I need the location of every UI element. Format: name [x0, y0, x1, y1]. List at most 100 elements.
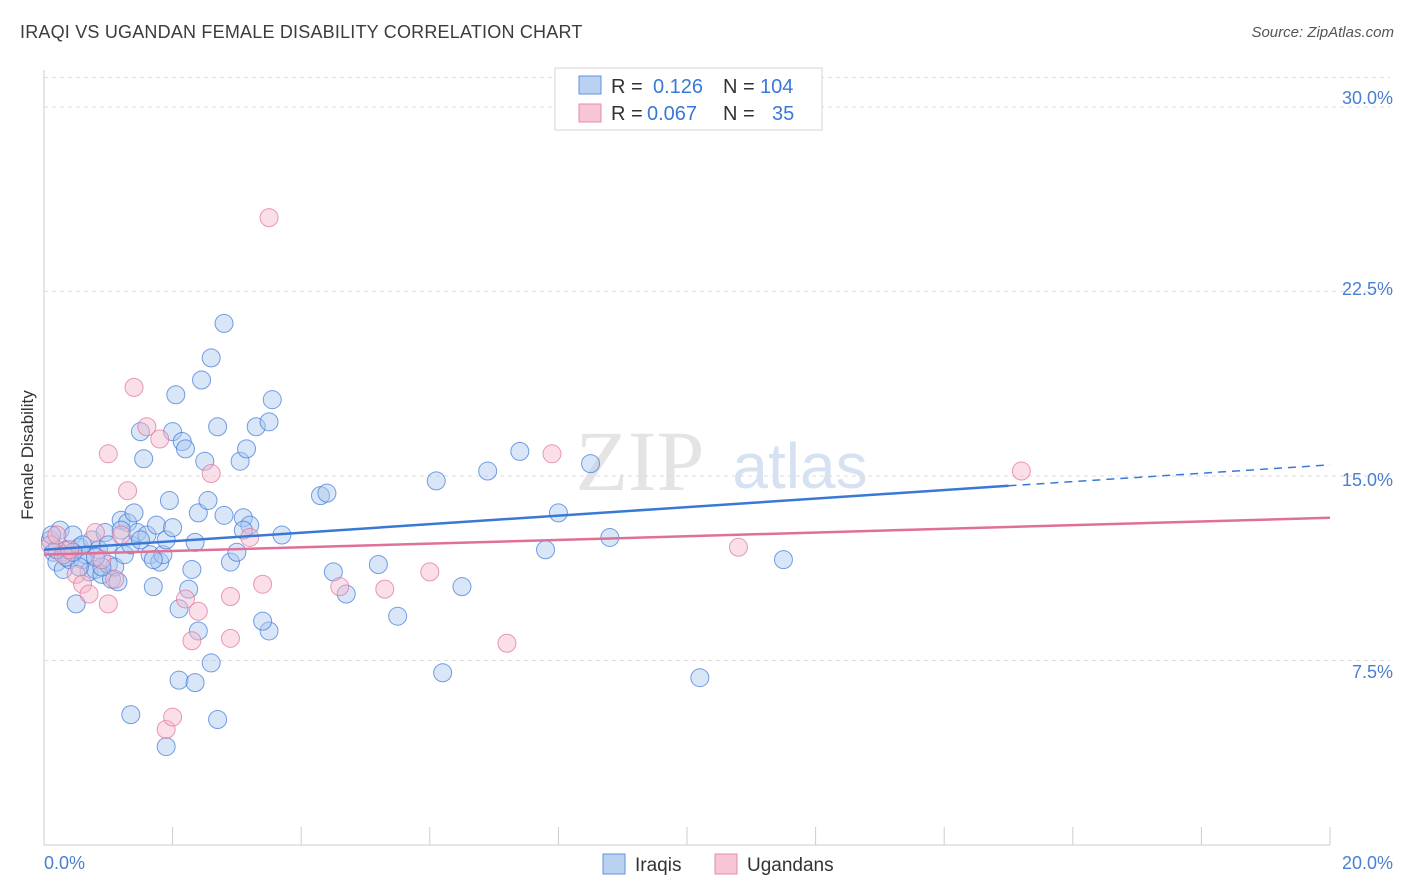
- ugandan-point-10: [105, 569, 125, 589]
- y-tick-label-7-5: 7.5%: [1352, 662, 1393, 682]
- ugandan-point-19: [188, 601, 208, 621]
- iraqi-point-21: [108, 572, 128, 592]
- ugandan-point-33: [1011, 461, 1031, 481]
- iraqi-point-47: [192, 370, 212, 390]
- ugandan-point-4: [66, 564, 86, 584]
- iraqi-point-55: [227, 542, 247, 562]
- chart-title: IRAQI VS UGANDAN FEMALE DISABILITY CORRE…: [20, 22, 583, 42]
- y-tick-label-22-5: 22.5%: [1342, 279, 1393, 299]
- iraqi-point-37: [159, 491, 179, 511]
- stats-legend: R = 0.126 N = 104 R = 0.067 N = 35: [554, 67, 823, 131]
- ugandan-point-31: [542, 444, 562, 464]
- ugandan-point-3: [60, 540, 80, 560]
- iraqi-point-96: [42, 525, 62, 545]
- ugandan-point-32: [728, 537, 748, 557]
- bottom-legend-label-ugandans: Ugandans: [747, 855, 834, 876]
- iraqi-point-40: [169, 599, 189, 619]
- ugandan-point-9: [98, 594, 118, 614]
- iraqi-point-76: [581, 454, 601, 474]
- ugandan-point-26: [259, 208, 279, 228]
- ugandan-point-6: [79, 584, 99, 604]
- legend-swatch-ugandans: [578, 103, 602, 123]
- iraqi-point-80: [121, 705, 141, 725]
- iraqi-point-56: [230, 451, 250, 471]
- iraqi-trend-line: [43, 484, 1009, 552]
- ugandan-point-20: [182, 631, 202, 651]
- legend-swatch-iraqis: [578, 75, 602, 95]
- iraqi-point-60: [246, 417, 266, 437]
- iraqi-point-7: [63, 525, 83, 545]
- legend-r-label-1: R =: [611, 76, 643, 98]
- iraqi-point-48: [195, 451, 215, 471]
- iraqi-point-74: [536, 540, 556, 560]
- ugandan-point-12: [118, 481, 138, 501]
- iraqi-point-24: [118, 513, 138, 533]
- iraqi-point-89: [433, 663, 453, 683]
- bottom-legend-swatch-ugandans: [714, 853, 738, 875]
- trend-lines: [43, 464, 1331, 556]
- ugandan-point-8: [92, 550, 112, 570]
- iraqi-point-72: [478, 461, 498, 481]
- iraqi-point-69: [388, 606, 408, 626]
- iraqi-point-79: [773, 550, 793, 570]
- iraqi-point-50: [201, 348, 221, 368]
- bottom-legend-swatch-iraqis: [602, 853, 626, 875]
- iraqi-point-53: [214, 505, 234, 525]
- iraqi-point-61: [259, 412, 279, 432]
- iraqi-point-49: [198, 491, 218, 511]
- ugandan-point-15: [150, 429, 170, 449]
- y-axis-title: Female Disability: [18, 390, 37, 520]
- iraqi-point-75: [548, 503, 568, 523]
- legend-r-value-1: 0.126: [653, 76, 703, 98]
- ugandan-point-18: [175, 589, 195, 609]
- ugandan-point-5: [73, 574, 93, 594]
- watermark-atlas: atlas: [732, 430, 867, 502]
- y-tick-label-30: 30.0%: [1342, 88, 1393, 108]
- iraqi-point-85: [208, 710, 228, 730]
- iraqi-point-54: [220, 552, 240, 572]
- legend-n-value-1: 104: [760, 76, 793, 98]
- ugandan-point-7: [85, 523, 105, 543]
- bottom-legend-label-iraqis: Iraqis: [635, 855, 681, 876]
- iraqi-point-17: [95, 523, 115, 543]
- ugandan-point-11: [111, 525, 131, 545]
- iraqi-point-65: [317, 483, 337, 503]
- watermark-zip: ZIP: [576, 413, 705, 509]
- iraqi-point-90: [233, 520, 253, 540]
- iraqi-point-51: [208, 417, 228, 437]
- iraqi-point-67: [336, 584, 356, 604]
- legend-n-label-1: N =: [723, 76, 755, 98]
- iraqi-point-70: [426, 471, 446, 491]
- ugandan-point-13: [124, 377, 144, 397]
- ugandan-point-34: [98, 444, 118, 464]
- ugandan-point-14: [137, 417, 157, 437]
- axes: [43, 70, 1331, 846]
- y-tick-label-15: 15.0%: [1342, 470, 1393, 490]
- iraqi-point-26: [124, 503, 144, 523]
- iraqi-trend-extension: [1008, 464, 1331, 487]
- iraqi-point-8: [66, 594, 86, 614]
- iraqi-point-73: [510, 441, 530, 461]
- iraqi-point-68: [368, 555, 388, 575]
- iraqi-point-78: [690, 668, 710, 688]
- iraqi-point-58: [237, 439, 257, 459]
- iraqi-point-84: [201, 653, 221, 673]
- ugandan-point-27: [330, 577, 350, 597]
- x-tick-label-min: 0.0%: [44, 853, 85, 873]
- iraqi-point-86: [188, 621, 208, 641]
- iraqi-point-45: [185, 532, 205, 552]
- ugandan-point-21: [201, 463, 221, 483]
- points: [40, 208, 1031, 757]
- x-tick-label-max: 20.0%: [1342, 853, 1393, 873]
- grid: [44, 76, 1390, 661]
- ugandan-point-30: [497, 633, 517, 653]
- ugandan-point-23: [220, 587, 240, 607]
- iraqi-point-44: [182, 559, 202, 579]
- chart-source: Source: ZipAtlas.com: [1251, 24, 1394, 41]
- iraqi-point-82: [169, 670, 189, 690]
- iraqi-point-87: [259, 621, 279, 641]
- iraqi-point-81: [156, 737, 176, 757]
- ugandan-point-17: [163, 707, 183, 727]
- iraqi-point-88: [253, 611, 273, 631]
